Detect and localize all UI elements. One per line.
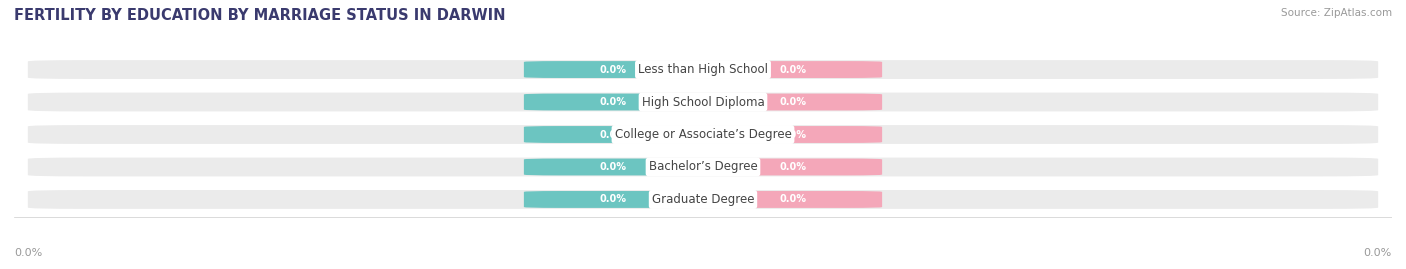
Text: Bachelor’s Degree: Bachelor’s Degree <box>648 161 758 174</box>
FancyBboxPatch shape <box>524 158 703 175</box>
FancyBboxPatch shape <box>524 126 703 143</box>
Text: College or Associate’s Degree: College or Associate’s Degree <box>614 128 792 141</box>
FancyBboxPatch shape <box>703 94 882 111</box>
FancyBboxPatch shape <box>28 190 1378 209</box>
Text: 0.0%: 0.0% <box>600 97 627 107</box>
Text: 0.0%: 0.0% <box>600 65 627 75</box>
Text: FERTILITY BY EDUCATION BY MARRIAGE STATUS IN DARWIN: FERTILITY BY EDUCATION BY MARRIAGE STATU… <box>14 8 506 23</box>
FancyBboxPatch shape <box>703 191 882 208</box>
FancyBboxPatch shape <box>28 93 1378 111</box>
Text: 0.0%: 0.0% <box>14 248 42 258</box>
FancyBboxPatch shape <box>28 60 1378 79</box>
Text: 0.0%: 0.0% <box>779 97 806 107</box>
FancyBboxPatch shape <box>703 126 882 143</box>
Text: 0.0%: 0.0% <box>779 194 806 204</box>
Text: 0.0%: 0.0% <box>779 162 806 172</box>
FancyBboxPatch shape <box>28 125 1378 144</box>
FancyBboxPatch shape <box>703 61 882 78</box>
FancyBboxPatch shape <box>524 61 703 78</box>
FancyBboxPatch shape <box>524 191 703 208</box>
Text: High School Diploma: High School Diploma <box>641 95 765 108</box>
Text: 0.0%: 0.0% <box>600 194 627 204</box>
Text: 0.0%: 0.0% <box>779 129 806 140</box>
Text: 0.0%: 0.0% <box>779 65 806 75</box>
Text: Less than High School: Less than High School <box>638 63 768 76</box>
FancyBboxPatch shape <box>28 158 1378 176</box>
Text: 0.0%: 0.0% <box>600 129 627 140</box>
Text: 0.0%: 0.0% <box>600 162 627 172</box>
Text: 0.0%: 0.0% <box>1364 248 1392 258</box>
FancyBboxPatch shape <box>703 158 882 175</box>
Text: Graduate Degree: Graduate Degree <box>652 193 754 206</box>
FancyBboxPatch shape <box>524 94 703 111</box>
Text: Source: ZipAtlas.com: Source: ZipAtlas.com <box>1281 8 1392 18</box>
